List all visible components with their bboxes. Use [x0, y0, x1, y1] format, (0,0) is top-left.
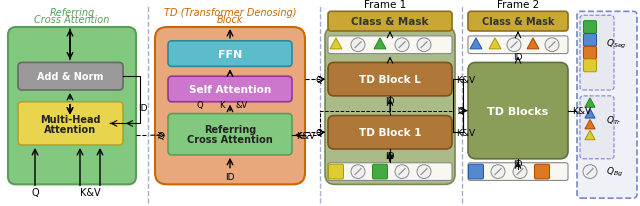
Polygon shape [374, 39, 386, 50]
Circle shape [491, 165, 505, 179]
FancyBboxPatch shape [18, 102, 123, 145]
FancyBboxPatch shape [468, 163, 568, 180]
FancyBboxPatch shape [328, 163, 452, 180]
Polygon shape [585, 120, 595, 129]
Text: ID: ID [385, 152, 395, 160]
Text: $Q_{Bg}$: $Q_{Bg}$ [606, 165, 623, 178]
Circle shape [351, 39, 365, 52]
Text: $Q_{Tr}$: $Q_{Tr}$ [606, 114, 622, 126]
FancyBboxPatch shape [328, 37, 452, 54]
FancyBboxPatch shape [8, 28, 136, 184]
Text: K: K [220, 101, 225, 110]
Text: ID: ID [385, 97, 395, 106]
FancyBboxPatch shape [168, 77, 292, 102]
FancyBboxPatch shape [328, 12, 452, 32]
Circle shape [513, 165, 527, 179]
Text: Q: Q [31, 187, 39, 197]
FancyBboxPatch shape [328, 63, 452, 96]
Circle shape [545, 39, 559, 52]
Text: Multi-Head: Multi-Head [40, 115, 100, 125]
Text: Q: Q [157, 131, 164, 140]
Polygon shape [330, 39, 342, 50]
FancyBboxPatch shape [328, 164, 344, 179]
FancyBboxPatch shape [584, 22, 596, 34]
Text: Frame 1: Frame 1 [364, 0, 406, 10]
Text: Cross Attention: Cross Attention [35, 15, 109, 25]
Polygon shape [470, 39, 482, 50]
Text: TD Blocks: TD Blocks [488, 106, 548, 116]
Circle shape [507, 39, 521, 52]
Polygon shape [489, 39, 501, 50]
FancyBboxPatch shape [468, 164, 483, 179]
FancyBboxPatch shape [168, 42, 292, 67]
FancyBboxPatch shape [155, 28, 305, 184]
Text: Referring: Referring [49, 8, 95, 18]
Text: ID: ID [138, 104, 147, 113]
Text: Q: Q [196, 101, 204, 110]
Text: ID: ID [513, 53, 523, 62]
FancyBboxPatch shape [328, 116, 452, 149]
Text: Block: Block [217, 15, 243, 25]
FancyBboxPatch shape [325, 28, 455, 184]
FancyBboxPatch shape [468, 12, 568, 32]
Circle shape [395, 39, 409, 52]
Text: Class & Mask: Class & Mask [351, 17, 429, 27]
Text: TD Block 1: TD Block 1 [359, 128, 421, 138]
Text: Cross Attention: Cross Attention [187, 135, 273, 144]
Text: Referring: Referring [204, 125, 256, 135]
FancyBboxPatch shape [168, 114, 292, 155]
Polygon shape [585, 131, 595, 140]
Text: ID: ID [225, 172, 235, 181]
Text: Self Attention: Self Attention [189, 85, 271, 95]
FancyBboxPatch shape [468, 37, 568, 54]
FancyBboxPatch shape [577, 12, 637, 198]
Text: Class & Mask: Class & Mask [482, 17, 554, 27]
FancyBboxPatch shape [584, 47, 596, 60]
FancyBboxPatch shape [534, 164, 550, 179]
FancyBboxPatch shape [18, 63, 123, 90]
Text: Attention: Attention [44, 125, 96, 135]
FancyBboxPatch shape [372, 164, 387, 179]
Polygon shape [585, 98, 595, 108]
Text: ID: ID [513, 159, 523, 168]
Text: Q: Q [316, 128, 323, 137]
FancyBboxPatch shape [584, 34, 596, 47]
Text: K&V: K&V [456, 75, 475, 84]
Polygon shape [585, 109, 595, 118]
Text: FFN: FFN [218, 49, 242, 59]
Circle shape [395, 165, 409, 179]
Text: TD Block L: TD Block L [359, 75, 421, 85]
Text: K&V: K&V [80, 187, 100, 197]
FancyBboxPatch shape [580, 16, 614, 90]
Text: $Q_{Seg}$: $Q_{Seg}$ [606, 38, 627, 51]
Text: Q: Q [457, 107, 464, 116]
FancyBboxPatch shape [580, 96, 614, 159]
Circle shape [417, 165, 431, 179]
Circle shape [417, 39, 431, 52]
Text: K&V: K&V [456, 128, 475, 137]
FancyBboxPatch shape [468, 63, 568, 159]
Text: K&V: K&V [296, 131, 315, 140]
Text: &V: &V [236, 101, 248, 110]
FancyBboxPatch shape [584, 60, 596, 73]
Polygon shape [527, 39, 539, 50]
Circle shape [583, 165, 597, 179]
Circle shape [351, 165, 365, 179]
Text: TD (Transformer Denosing): TD (Transformer Denosing) [164, 8, 296, 18]
Text: K&V: K&V [572, 107, 591, 116]
Text: Add & Norm: Add & Norm [37, 72, 103, 82]
Text: Q: Q [316, 75, 323, 84]
Text: Frame 2: Frame 2 [497, 0, 539, 10]
